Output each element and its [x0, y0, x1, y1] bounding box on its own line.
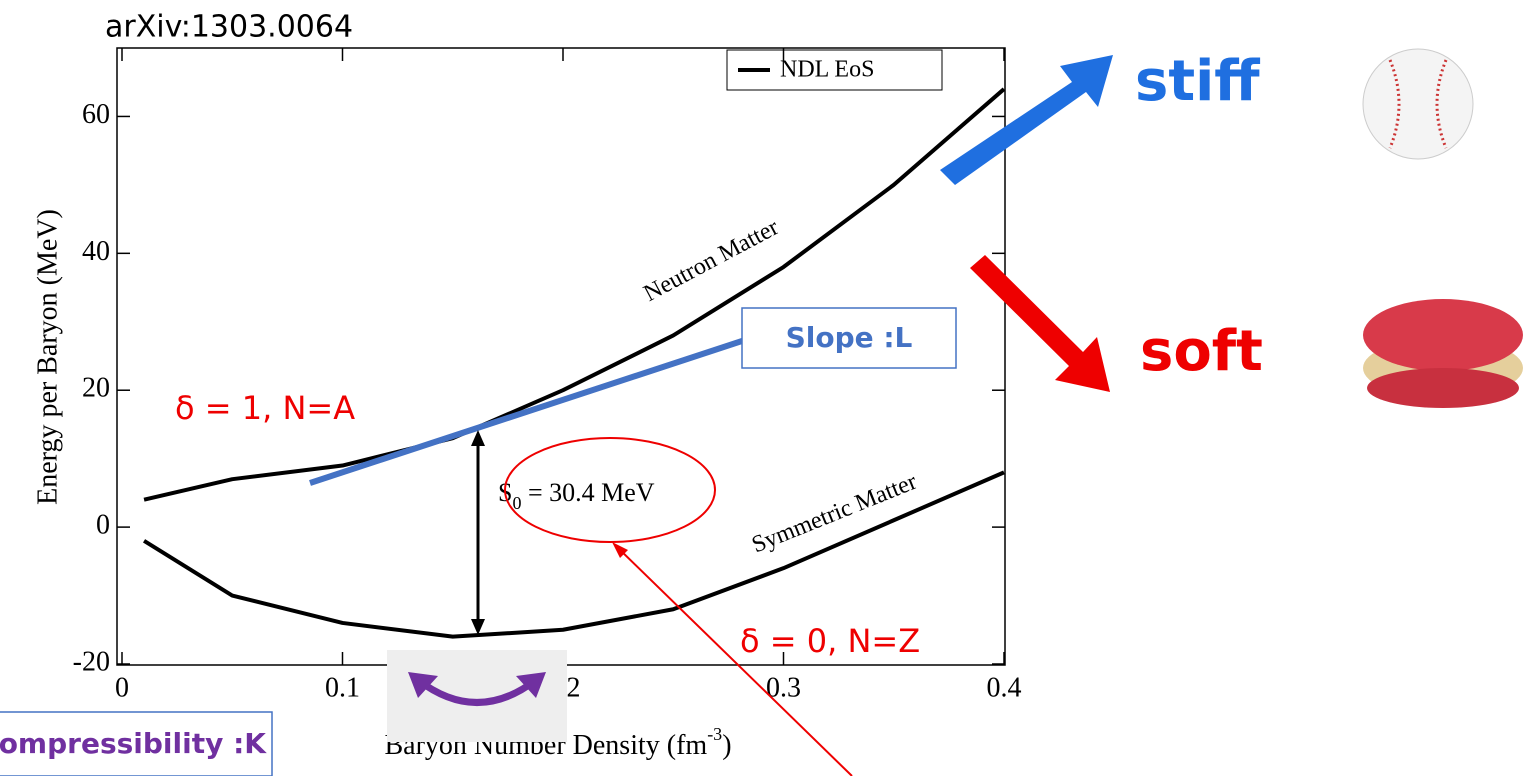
pointer-line: [614, 544, 853, 777]
y-axis-label: Energy per Baryon (MeV): [32, 209, 63, 505]
arrow-head: [516, 672, 546, 698]
soft-arrow: [970, 255, 1110, 392]
legend-label: NDL EoS: [780, 57, 874, 83]
s0-sub: 0: [512, 493, 521, 513]
curve-arrow: [415, 677, 539, 706]
data-line: [143, 87, 1006, 502]
x-tick-label: 0.4: [987, 672, 1022, 703]
arrow-head: [471, 430, 485, 446]
stiff-label: stiff: [1135, 49, 1260, 114]
y-tick-label: 40: [82, 236, 110, 267]
sponge-top: [1363, 299, 1523, 371]
data-line: [142, 470, 1005, 639]
stiff-arrow: [940, 55, 1113, 185]
arrow-head: [408, 672, 438, 698]
baseball-seams: [1388, 59, 1448, 149]
soft-label: soft: [1140, 319, 1263, 384]
slope-box: [741, 307, 957, 369]
arrow-head: [471, 619, 485, 635]
pointer-head: [612, 542, 628, 558]
y-tick-label: -20: [73, 646, 110, 677]
s0-rest: = 30.4 MeV: [521, 478, 654, 507]
x-tick-label: 0.3: [766, 672, 801, 703]
y-tick-label: 60: [82, 99, 110, 130]
compress-label: Compressibility :K: [0, 727, 267, 760]
compress-box: [0, 711, 273, 777]
x-tick-label: 0: [115, 672, 129, 703]
baseball-icon: [1362, 48, 1474, 160]
slope-line: [309, 337, 746, 486]
series-label: Neutron Matter: [640, 214, 783, 307]
delta0-label: δ = 0, N=Z: [740, 622, 920, 660]
s0-label: S0 = 30.4 MeV: [498, 478, 655, 513]
sponge-bottom: [1367, 368, 1519, 408]
curve-box: [387, 650, 567, 742]
delta1-label: δ = 1, N=A: [175, 389, 355, 427]
slope-label: Slope :L: [786, 321, 913, 354]
source: arXiv:1303.0064: [105, 10, 353, 45]
x-axis-label-sup: -3: [707, 724, 722, 744]
x-axis-label-end: ): [722, 730, 731, 761]
y-tick-label: 0: [96, 510, 110, 541]
y-tick-label: 20: [82, 373, 110, 404]
s0-ellipse: [504, 437, 716, 543]
x-tick-label: 0.1: [325, 672, 360, 703]
